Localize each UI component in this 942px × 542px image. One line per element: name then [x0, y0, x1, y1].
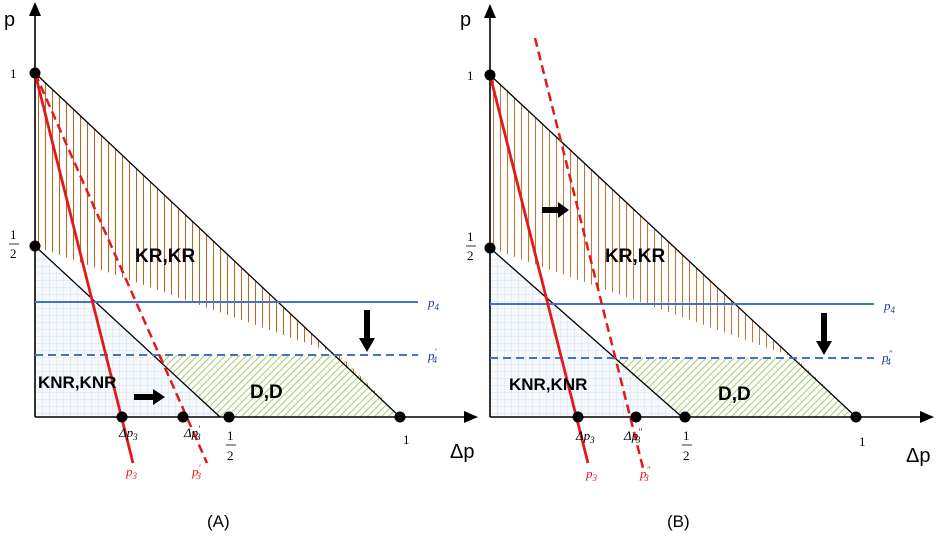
x-tick-1: 1: [403, 432, 410, 447]
arrow-right-icon: [134, 389, 165, 405]
y-axis-arrow: [484, 4, 496, 18]
label-p4: p4: [427, 295, 440, 312]
arrow-right-icon: [542, 202, 569, 218]
label-dp3: Δp3: [118, 425, 138, 442]
x-tick-half: 1 2: [682, 428, 692, 463]
line-p3: [33, 72, 135, 464]
panel-b: p Δp 1 1 2 1 2 1 Δp3 Δp″ 3 p3 p″ 3 p4 p″ 4 …: [460, 4, 934, 531]
dot-x-1: [850, 411, 862, 423]
x-axis-title: Δp: [450, 441, 474, 463]
line-top: [34, 72, 401, 418]
x-axis-arrow: [464, 411, 478, 423]
panel-label-b: (B): [667, 512, 690, 531]
line-p3: [488, 74, 590, 464]
dot-dp3: [116, 411, 128, 423]
arrow-down-icon: [359, 310, 375, 352]
svg-text:2: 2: [683, 448, 690, 463]
dot-y-1: [29, 67, 41, 79]
label-p4: p4: [883, 298, 896, 315]
dot-x-1: [394, 411, 406, 423]
label-dp3: Δp3: [575, 428, 595, 445]
line-half: [489, 247, 683, 418]
region-label-d: D,D: [250, 382, 283, 403]
dot-dp3-double-prime: [630, 411, 642, 423]
region-d-hatch: [155, 355, 400, 417]
region-label-kr: KR,KR: [605, 246, 665, 267]
svg-text:1: 1: [227, 428, 234, 443]
svg-text:1: 1: [467, 229, 474, 244]
svg-text:2: 2: [10, 246, 17, 261]
y-axis-title: p: [4, 9, 15, 31]
label-p3: p3: [585, 466, 598, 483]
dot-y-half: [484, 242, 496, 254]
line-p3-double-prime: [533, 37, 645, 469]
dot-x-half: [679, 411, 691, 423]
line-half: [34, 245, 221, 418]
dot-dp3-prime: [177, 411, 189, 423]
y-tick-half: 1 2: [466, 229, 476, 263]
y-tick-1: 1: [467, 68, 474, 83]
y-tick-half: 1 2: [9, 227, 19, 261]
region-label-knr: KNR,KNR: [509, 375, 587, 394]
label-p4-double-prime: p″ 4: [881, 349, 893, 367]
label-p3: p3: [125, 464, 138, 481]
label-p3-double-prime: p″ 3: [639, 465, 651, 483]
label-p4-prime: p′ 4: [427, 347, 438, 365]
svg-text:1: 1: [10, 227, 17, 242]
x-axis-arrow: [920, 411, 934, 423]
label-p3-prime: p′ 3: [191, 463, 202, 481]
region-label-knr: KNR,KNR: [38, 373, 116, 392]
region-label-d: D,D: [718, 384, 751, 405]
svg-text:2: 2: [467, 248, 474, 263]
region-d-hatch: [610, 358, 856, 417]
arrow-down-icon: [816, 313, 832, 355]
x-tick-half: 1 2: [226, 428, 236, 463]
dot-y-1: [484, 69, 496, 81]
dot-x-half: [223, 411, 235, 423]
svg-text:2: 2: [227, 448, 234, 463]
label-dp3-double-prime: Δp″ 3: [623, 427, 642, 445]
panel-a: p Δp 1 1 2 1 2 1 Δp3 Δp′ 3 p3 p′ 3 p4 p′ 4 …: [4, 2, 478, 531]
line-p3-prime: [33, 72, 209, 464]
dot-dp3: [572, 411, 584, 423]
region-label-kr: KR,KR: [135, 246, 195, 267]
dot-y-half: [29, 240, 41, 252]
svg-text:1: 1: [683, 428, 690, 443]
x-axis-title: Δp: [906, 445, 930, 467]
y-axis-title: p: [460, 9, 471, 31]
line-top: [489, 74, 857, 418]
x-tick-1: 1: [859, 434, 866, 449]
y-tick-1: 1: [10, 66, 17, 81]
y-axis-arrow: [29, 2, 41, 16]
label-dp3-prime: Δp′ 3: [183, 424, 201, 442]
panel-label-a: (A): [207, 512, 230, 531]
